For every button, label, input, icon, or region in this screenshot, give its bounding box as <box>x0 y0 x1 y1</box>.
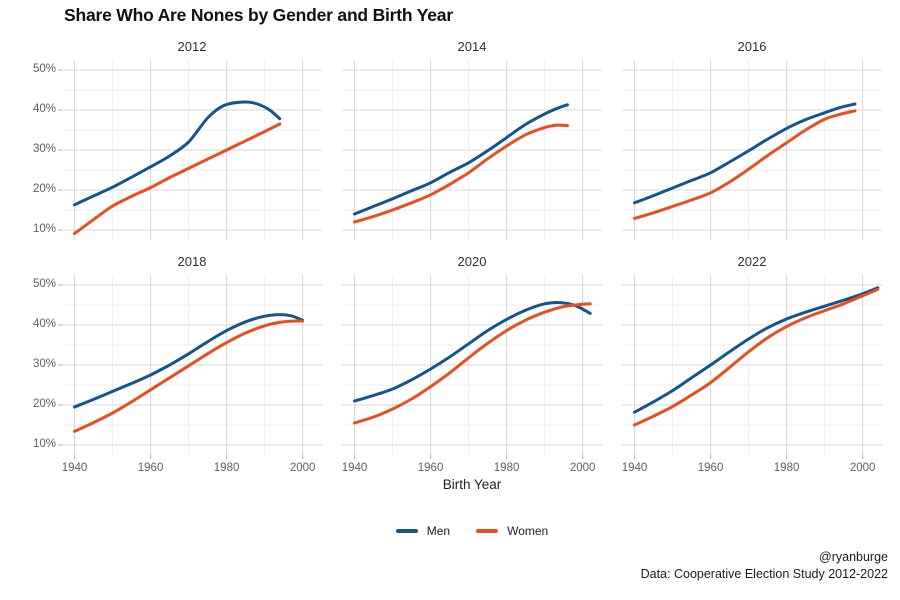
men-line-2020 <box>353 300 592 403</box>
facet-panel-2014 <box>342 60 602 240</box>
y-tick-label: 10% <box>32 438 56 450</box>
facet-panel-2018 <box>58 275 322 459</box>
facet-title-2014: 2014 <box>457 39 487 54</box>
men-line-2012 <box>73 100 282 207</box>
y-tick-label: 50% <box>32 278 56 290</box>
x-tick-label: 2000 <box>849 462 876 474</box>
x-tick-label: 1960 <box>137 462 164 474</box>
women-line-2020 <box>353 302 592 425</box>
x-tick-label: 2000 <box>569 462 596 474</box>
caption-source: Data: Cooperative Election Study 2012-20… <box>640 567 888 581</box>
women-line-2014 <box>353 123 569 224</box>
x-tick-label: 1980 <box>493 462 520 474</box>
x-tick-label: 1960 <box>697 462 724 474</box>
y-tick-label: 40% <box>32 103 56 115</box>
men-line-2014 <box>353 103 569 216</box>
y-tick-label: 40% <box>32 318 56 330</box>
women-line-2016 <box>633 109 857 220</box>
y-tick-label: 10% <box>32 223 56 235</box>
y-tick-label: 20% <box>32 398 56 410</box>
women-line-swatch <box>476 529 499 533</box>
x-tick-label: 1980 <box>213 462 240 474</box>
legend-item-men: Men <box>395 524 451 538</box>
legend-label-men: Men <box>426 524 451 538</box>
women-line-2018 <box>73 319 305 433</box>
facet-title-2016: 2016 <box>737 39 767 54</box>
y-tick-label: 50% <box>32 63 56 75</box>
men-line-2018 <box>73 313 305 409</box>
legend: Men Women <box>44 524 900 538</box>
legend-label-women: Women <box>507 524 549 538</box>
men-line-2016 <box>633 102 857 205</box>
men-line-2022 <box>633 286 880 414</box>
legend-item-women: Women <box>476 524 548 538</box>
x-tick-label: 1960 <box>417 462 444 474</box>
y-tick-label: 20% <box>32 183 56 195</box>
facet-panel-2020 <box>342 275 602 459</box>
y-tick-label: 30% <box>32 143 56 155</box>
x-tick-label: 2000 <box>289 462 316 474</box>
x-tick-label: 1940 <box>621 462 648 474</box>
women-line-2012 <box>73 122 282 236</box>
x-tick-label: 1940 <box>61 462 88 474</box>
facet-panel-2012 <box>58 60 322 240</box>
x-tick-label: 1940 <box>341 462 368 474</box>
facet-title-2020: 2020 <box>457 254 487 269</box>
facet-title-2012: 2012 <box>177 39 207 54</box>
chart-title: Share Who Are Nones by Gender and Birth … <box>64 5 453 25</box>
caption-handle: @ryanburge <box>819 550 888 564</box>
facet-panel-2022 <box>622 275 882 459</box>
facet-title-2018: 2018 <box>177 254 207 269</box>
facet-title-2022: 2022 <box>737 254 767 269</box>
x-tick-label: 1980 <box>773 462 800 474</box>
facet-panel-2016 <box>622 60 882 240</box>
women-line-2022 <box>633 287 880 427</box>
men-line-swatch <box>395 529 418 533</box>
x-axis-label: Birth Year <box>442 477 502 492</box>
y-tick-label: 30% <box>32 358 56 370</box>
